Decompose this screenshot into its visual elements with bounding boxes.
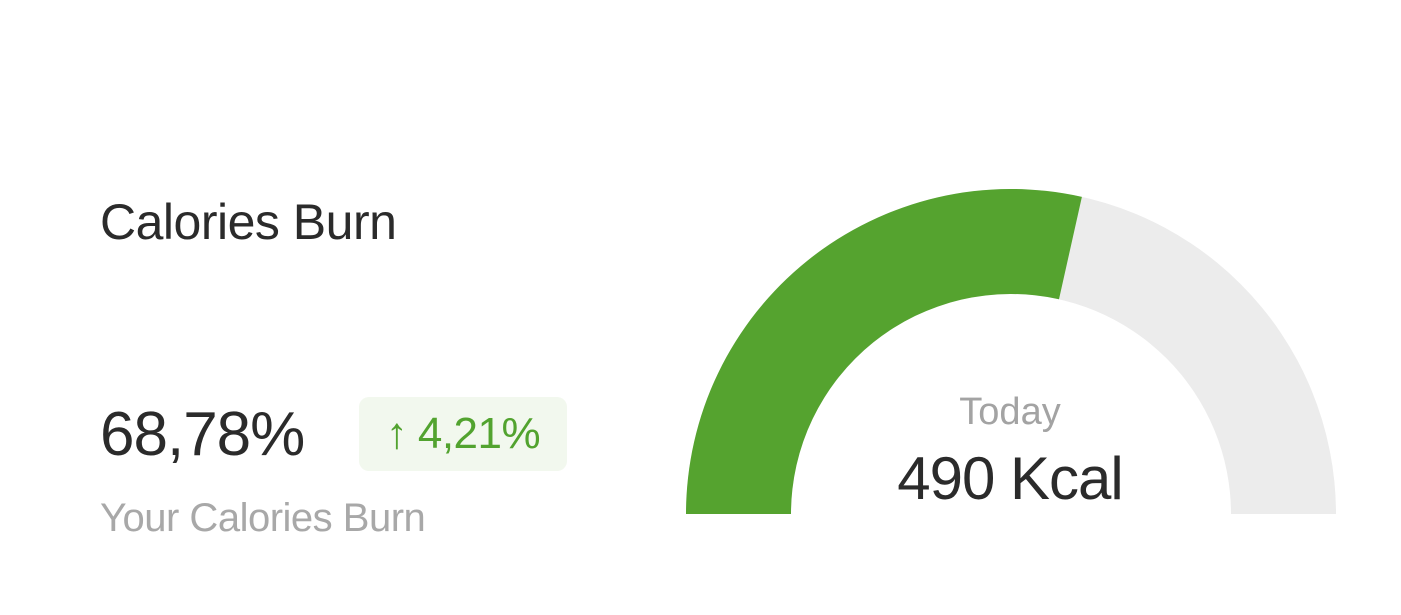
- card-title: Calories Burn: [100, 194, 397, 250]
- arrow-up-icon: ↑: [385, 409, 408, 458]
- gauge-kcal-value: 490 Kcal: [897, 445, 1124, 512]
- change-badge: ↑ 4,21%: [359, 397, 567, 471]
- gauge-label-today: Today: [959, 391, 1061, 433]
- gauge-fill: [686, 189, 1082, 514]
- calories-percent: 68,78%: [100, 400, 305, 469]
- card-subtitle: Your Calories Burn: [100, 496, 426, 540]
- change-value: 4,21%: [417, 409, 541, 458]
- calories-gauge: [686, 188, 1336, 514]
